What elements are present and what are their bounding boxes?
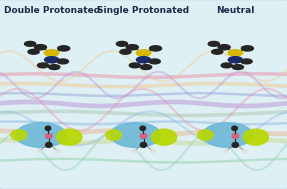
Ellipse shape	[16, 123, 66, 147]
Ellipse shape	[45, 126, 51, 130]
Ellipse shape	[24, 41, 36, 46]
Ellipse shape	[232, 126, 237, 130]
Ellipse shape	[228, 50, 243, 56]
Ellipse shape	[136, 57, 151, 63]
Ellipse shape	[241, 59, 252, 64]
Ellipse shape	[241, 46, 253, 51]
Ellipse shape	[224, 149, 228, 153]
Ellipse shape	[45, 133, 52, 139]
Ellipse shape	[120, 49, 131, 54]
Ellipse shape	[57, 59, 68, 64]
Text: Neutral: Neutral	[216, 6, 255, 15]
Ellipse shape	[117, 41, 128, 46]
Text: Single Protonated: Single Protonated	[98, 6, 189, 15]
Ellipse shape	[228, 57, 243, 63]
Ellipse shape	[129, 63, 140, 68]
Ellipse shape	[232, 133, 239, 139]
Ellipse shape	[197, 130, 213, 140]
Ellipse shape	[221, 63, 232, 68]
Ellipse shape	[140, 143, 147, 147]
Ellipse shape	[140, 126, 146, 130]
Ellipse shape	[208, 41, 219, 46]
Ellipse shape	[57, 129, 82, 145]
Ellipse shape	[243, 149, 247, 153]
Ellipse shape	[150, 46, 162, 51]
Ellipse shape	[152, 129, 177, 145]
Ellipse shape	[58, 46, 70, 51]
Ellipse shape	[136, 50, 151, 56]
Ellipse shape	[202, 123, 253, 147]
Ellipse shape	[151, 149, 155, 153]
Ellipse shape	[126, 45, 138, 50]
Ellipse shape	[37, 63, 49, 68]
Ellipse shape	[243, 129, 269, 145]
Ellipse shape	[11, 130, 27, 140]
Ellipse shape	[106, 130, 121, 140]
Ellipse shape	[141, 65, 152, 70]
Ellipse shape	[212, 49, 223, 54]
Ellipse shape	[49, 65, 60, 70]
Ellipse shape	[140, 133, 147, 139]
Ellipse shape	[28, 49, 39, 54]
Text: Double Protonated: Double Protonated	[4, 6, 100, 15]
Ellipse shape	[56, 149, 61, 153]
Ellipse shape	[34, 45, 46, 50]
Ellipse shape	[44, 50, 59, 56]
Ellipse shape	[110, 123, 161, 147]
Ellipse shape	[132, 149, 136, 153]
Ellipse shape	[46, 143, 52, 147]
Ellipse shape	[44, 57, 59, 63]
Ellipse shape	[37, 149, 42, 153]
Ellipse shape	[232, 143, 238, 147]
Ellipse shape	[149, 59, 160, 64]
Ellipse shape	[232, 65, 243, 70]
Ellipse shape	[218, 45, 230, 50]
